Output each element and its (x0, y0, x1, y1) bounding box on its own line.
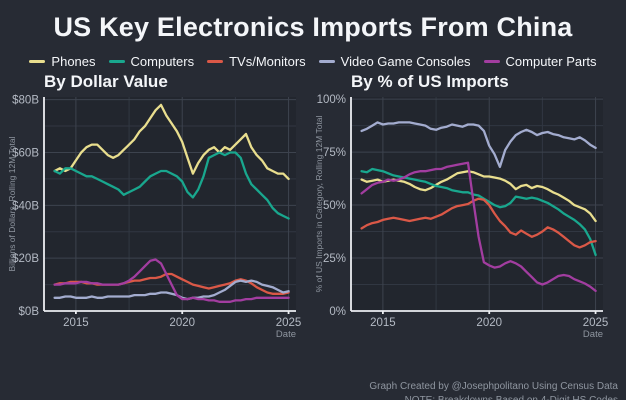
legend-item-phones: Phones (29, 54, 96, 69)
legend-label-tvs-monitors: TVs/Monitors (229, 54, 306, 69)
series-line-tvs-monitors (360, 197, 597, 249)
gridlines-major (44, 97, 296, 311)
percent-imports-chart: 0% 25% 50% 75% 100% 2015 2020 2025 % of US Impor… (314, 94, 609, 340)
legend: Phones Computers TVs/Monitors Video Game Co… (0, 54, 626, 69)
series-line-computer-parts (53, 258, 290, 303)
series-line-computers (53, 151, 290, 220)
legend-marker-tvs-monitors (207, 59, 224, 64)
gridlines-minor (44, 97, 296, 311)
x-tick-label: 2015 (370, 317, 396, 329)
y-tick-label: $40B (12, 200, 39, 212)
legend-marker-phones (29, 59, 46, 64)
axis-spines (43, 97, 296, 314)
y-tick-label: $80B (12, 95, 39, 107)
y-tick-label: 75% (323, 147, 346, 159)
legend-item-video-game-consoles: Video Game Consoles (318, 54, 471, 69)
y-tick-label: 25% (323, 253, 346, 265)
legend-label-phones: Phones (51, 54, 96, 69)
footer-credit-line: Graph Created by @Josephpolitano Using C… (369, 381, 618, 392)
footer-note-line: NOTE: Breakdowns Based on 4-Digit HS Cod… (404, 394, 618, 400)
x-tick-label: 2015 (63, 317, 89, 329)
series-line-computers (360, 167, 597, 257)
y-tick-label: 100% (317, 94, 346, 106)
chart-panel-percent-imports: By % of US Imports 0% 25% 50% 75% 100% 2015 20… (313, 72, 620, 341)
legend-marker-video-game-consoles (318, 59, 335, 64)
page-title: US Key Electronics Imports From China (53, 12, 573, 42)
y-tick-label: 0% (329, 306, 346, 318)
plot-area (44, 97, 296, 311)
axis-tick-labels: 0% 25% 50% 75% 100% 2015 2020 2025 (317, 94, 609, 329)
y-tick-label: $0B (19, 306, 40, 318)
y-axis-title: % of US Imports in Category, Rolling 12M… (314, 115, 324, 292)
legend-item-tvs-monitors: TVs/Monitors (207, 54, 306, 69)
series-line-phones (53, 103, 290, 181)
y-axis-title: Billions of Dollars, Rolling 12M Total (7, 136, 17, 271)
legend-item-computers: Computers (108, 54, 195, 69)
x-tick-label: 2025 (583, 317, 609, 329)
series-line-phones (360, 170, 597, 223)
x-tick-label: 2025 (276, 317, 302, 329)
legend-label-computers: Computers (130, 54, 195, 69)
legend-item-computer-parts: Computer Parts (483, 54, 597, 69)
chart-panel-dollar-value: By Dollar Value $0B $20B $40B $60B $80B 2015 2… (6, 72, 313, 341)
infographic-page: { "header": { "title": "US Key Electroni… (0, 12, 626, 400)
charts-row: By Dollar Value $0B $20B $40B $60B $80B 2015 2… (0, 72, 626, 341)
x-tick-label: 2020 (476, 317, 502, 329)
axis-spines (350, 97, 603, 314)
gridlines-major (351, 97, 603, 311)
legend-marker-computer-parts (483, 59, 500, 64)
y-tick-label: 50% (323, 200, 346, 212)
chart-subtitle-percent-imports: By % of US Imports (351, 72, 509, 91)
legend-label-video-game-consoles: Video Game Consoles (340, 54, 471, 69)
plot-area (351, 97, 603, 311)
series-line-video-game-consoles (360, 121, 597, 169)
dollar-value-chart: $0B $20B $40B $60B $80B 2015 2020 2025 Billions … (7, 95, 301, 340)
y-tick-label: $20B (12, 253, 39, 265)
series-line-computer-parts (360, 161, 597, 293)
x-axis-title: Date (583, 329, 603, 340)
x-tick-label: 2020 (169, 317, 195, 329)
x-axis-title: Date (276, 329, 296, 340)
legend-marker-computers (108, 59, 125, 64)
legend-label-computer-parts: Computer Parts (505, 54, 597, 69)
footer-credits: Graph Created by @Josephpolitano Using C… (369, 380, 618, 400)
series-line-video-game-consoles (53, 279, 290, 301)
y-tick-label: $60B (12, 147, 39, 159)
axis-tick-labels: $0B $20B $40B $60B $80B 2015 2020 2025 (12, 95, 301, 329)
chart-subtitle-dollar-value: By Dollar Value (44, 72, 168, 91)
